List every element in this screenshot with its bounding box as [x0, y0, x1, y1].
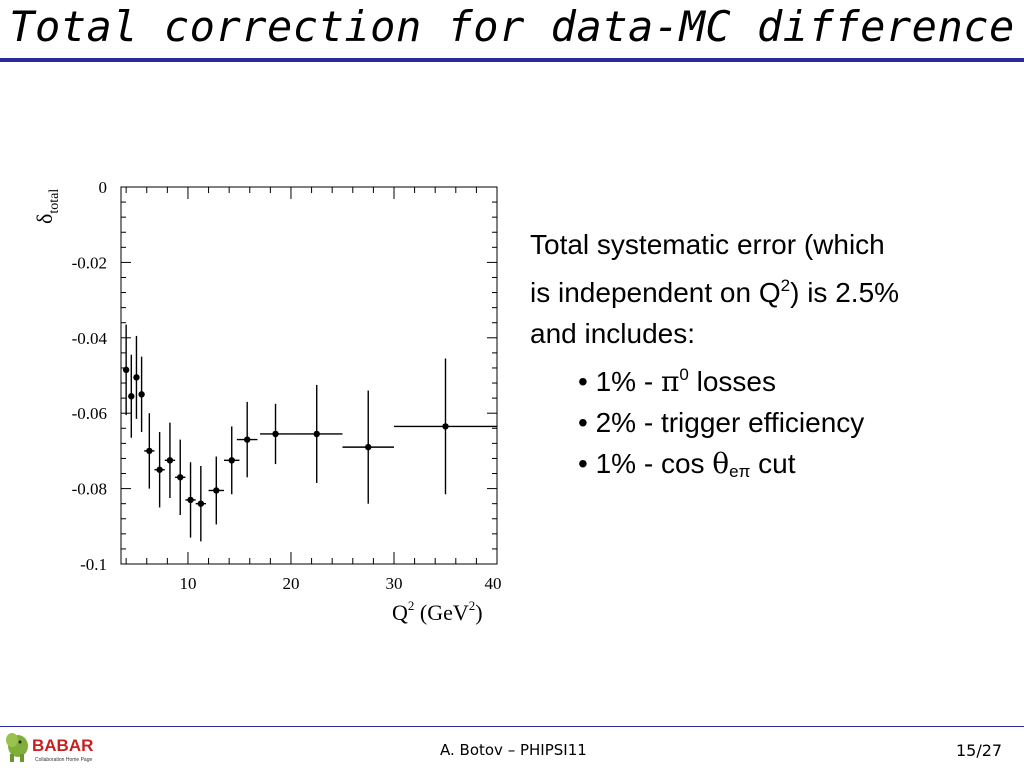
y-axis-label-main: δ	[32, 214, 57, 224]
point-marker	[272, 430, 279, 438]
chart-points	[122, 324, 497, 542]
y-tick-label: -0.04	[72, 329, 108, 348]
point-marker	[442, 423, 449, 430]
x-axis-label-close: )	[475, 600, 482, 625]
footer-divider	[0, 726, 1024, 727]
data-point	[144, 413, 155, 489]
systematics-line-1: Total systematic error (which	[530, 229, 885, 260]
theta-subscript: eπ	[729, 462, 751, 481]
x-tick-label: 10	[179, 574, 196, 593]
item-text: 1% - cos	[595, 448, 713, 479]
point-marker	[166, 457, 174, 464]
item-text: 2% - trigger efficiency	[595, 407, 865, 438]
point-marker	[138, 391, 145, 398]
item-text: 1% -	[595, 366, 661, 397]
data-point	[185, 462, 196, 538]
footer-author: A. Botov – PHIPSI11	[440, 741, 587, 759]
x-tick-label: 30	[385, 574, 402, 593]
title-divider	[0, 58, 1024, 62]
data-point	[236, 401, 258, 478]
point-marker	[365, 443, 372, 451]
x-tick-label: 40	[485, 574, 502, 593]
item-text: losses	[688, 366, 776, 397]
x-axis-label-unit: (GeV	[414, 600, 468, 625]
point-marker	[122, 366, 130, 374]
plot-frame	[120, 186, 498, 565]
item-text: cut	[750, 448, 796, 479]
data-point	[128, 354, 135, 438]
data-point	[154, 432, 165, 508]
point-marker	[187, 496, 194, 504]
point-marker	[228, 457, 235, 464]
data-point	[290, 384, 343, 483]
q2-superscript: 2	[780, 276, 791, 295]
point-marker	[213, 487, 220, 494]
point-marker	[313, 430, 320, 438]
data-point	[164, 422, 176, 499]
systematics-line-3: and includes:	[530, 318, 696, 349]
systematics-text: Total systematic error (which is indepen…	[530, 224, 1000, 492]
data-point	[138, 356, 145, 433]
x-axis-label-main: Q	[392, 600, 408, 625]
x-tick-label: 20	[282, 574, 299, 593]
systematics-item-trigger: • 2% - trigger efficiency	[530, 402, 1000, 443]
point-marker	[133, 374, 140, 381]
y-tick-label: -0.08	[72, 480, 107, 499]
bullet: •	[578, 448, 588, 479]
y-axis-label: δtotal	[32, 189, 62, 224]
point-marker	[146, 447, 153, 455]
chart-axes: 0 -0.02 -0.04 -0.06 -0.08 -0.1 10 20 30 40	[72, 178, 502, 593]
babar-logo-text: BABAR	[32, 736, 93, 755]
systematics-item-pi0: • 1% - π0 losses	[530, 354, 1000, 402]
systematics-line-2: is independent on Q2) is 2.5%	[530, 265, 1000, 313]
data-point	[175, 439, 186, 515]
point-marker	[243, 436, 251, 443]
data-point	[342, 390, 394, 504]
y-axis-label-sub: total	[47, 189, 62, 214]
systematics-line-2a: is independent on Q	[530, 277, 781, 308]
x-axis-label-unit-sup: 2	[469, 598, 476, 613]
y-tick-label: -0.1	[80, 555, 107, 574]
bullet: •	[578, 407, 588, 438]
babar-logo[interactable]: BABAR Collaboration Home Page	[4, 730, 114, 764]
x-axis-label-sup: 2	[408, 598, 415, 613]
data-point	[393, 358, 497, 495]
systematics-item-cos: • 1% - cos θeπ cut	[530, 443, 1000, 492]
data-point	[260, 403, 291, 465]
x-axis-label: Q2 (GeV2)	[392, 598, 483, 625]
theta-symbol: θ	[712, 447, 730, 480]
systematics-line-2b: ) is 2.5%	[790, 277, 900, 308]
babar-logo-tagline: Collaboration Home Page	[35, 757, 92, 763]
babar-elephant-icon	[6, 733, 28, 762]
page-number: 15/27	[956, 741, 1003, 760]
point-marker	[156, 466, 163, 473]
data-point	[195, 465, 206, 542]
pi-symbol: π	[660, 365, 680, 398]
data-point	[224, 426, 240, 495]
y-tick-label: 0	[99, 178, 108, 197]
y-tick-label: -0.02	[72, 253, 107, 272]
slide-title: Total correction for data-MC difference	[9, 2, 1015, 51]
point-marker	[177, 474, 184, 481]
data-point	[122, 324, 130, 416]
point-marker	[197, 500, 205, 507]
y-tick-label: -0.06	[72, 404, 107, 423]
bullet: •	[578, 366, 588, 397]
pi-superscript: 0	[679, 365, 689, 384]
data-point	[208, 456, 225, 525]
data-point	[133, 335, 140, 419]
point-marker	[128, 393, 135, 400]
